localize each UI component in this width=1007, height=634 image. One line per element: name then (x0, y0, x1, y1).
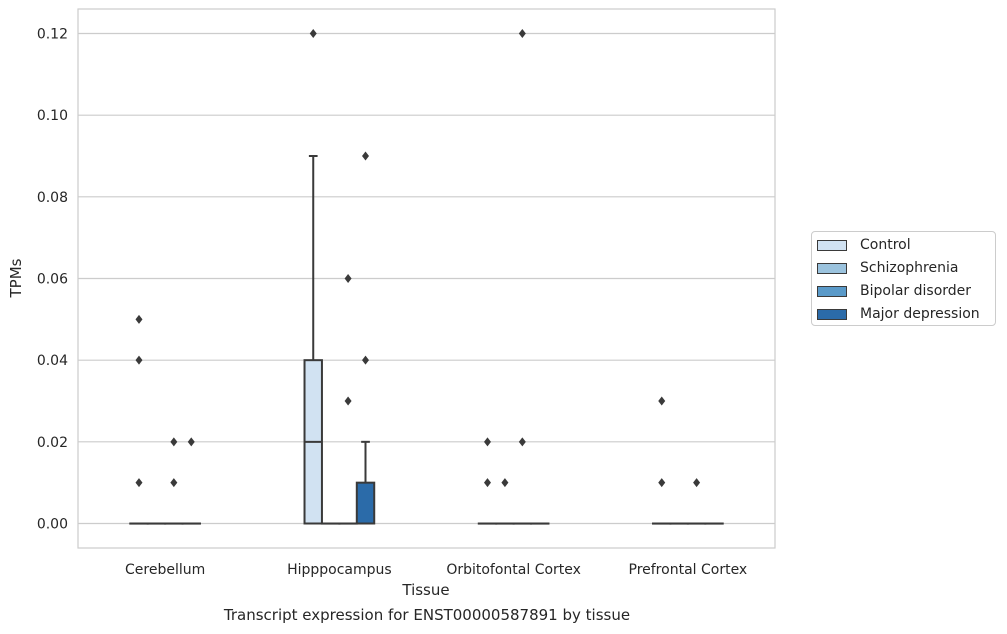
x-axis-label: Tissue (401, 581, 449, 599)
x-tick-labels: Cerebellum Hipppocampus Orbitofontal Corte… (125, 562, 747, 578)
box-group (495, 478, 515, 525)
legend-label: Control (860, 237, 911, 253)
y-tick-label: 0.08 (37, 190, 68, 206)
legend-swatch (817, 239, 847, 251)
x-tick-label: Orbitofontal Cortex (446, 562, 581, 578)
outlier-point (483, 478, 491, 488)
legend-item: Major depression (817, 304, 980, 324)
box-group (652, 396, 672, 525)
outlier-point (170, 478, 178, 488)
outlier-point (658, 396, 666, 406)
outlier-point (501, 478, 509, 488)
box-group (686, 478, 707, 525)
y-tick-label: 0.00 (37, 517, 68, 533)
box-group (512, 29, 533, 525)
boxes-layer (129, 29, 724, 525)
outlier-point (344, 274, 352, 283)
chart-caption: Transcript expression for ENST0000058789… (223, 606, 631, 624)
y-tick-label: 0.12 (37, 27, 68, 43)
outlier-point (658, 478, 666, 488)
legend-swatch (817, 285, 847, 297)
box-group (129, 314, 149, 525)
outlier-point (135, 314, 143, 324)
box-group (355, 151, 376, 525)
box-group (303, 29, 323, 525)
y-tick-label: 0.06 (37, 272, 68, 288)
legend: Control Schizophrenia Bipolar disorder Majo… (811, 231, 996, 326)
outlier-point (518, 437, 526, 447)
legend-item: Control (817, 235, 911, 255)
outlier-point (344, 396, 352, 406)
legend-swatch (817, 262, 847, 274)
outlier-point (362, 151, 370, 161)
legend-item: Schizophrenia (817, 258, 958, 278)
outlier-point (518, 29, 526, 38)
outlier-point (187, 437, 195, 447)
legend-label: Bipolar disorder (860, 283, 972, 299)
y-tick-labels: 0.00 0.02 0.04 0.06 0.08 0.10 0.12 (37, 27, 68, 533)
plot-frame (77, 8, 776, 549)
outlier-point (135, 478, 143, 488)
box-group (477, 437, 498, 525)
gridlines (78, 32, 775, 525)
x-tick-label: Hipppocampus (287, 562, 392, 578)
y-axis-label: TPMs (7, 258, 25, 298)
outlier-point (483, 437, 491, 447)
legend-swatch (817, 308, 847, 320)
y-tick-label: 0.02 (37, 435, 68, 451)
box-group (338, 274, 358, 525)
legend-label: Major depression (860, 306, 980, 322)
outlier-point (170, 437, 178, 447)
box-group (181, 437, 201, 525)
legend-label: Schizophrenia (860, 260, 959, 276)
legend-item: Bipolar disorder (817, 281, 971, 301)
outlier-point (362, 355, 370, 365)
outlier-point (309, 29, 317, 38)
y-tick-label: 0.10 (37, 108, 68, 124)
x-tick-label: Cerebellum (125, 562, 205, 578)
box-group (164, 437, 184, 525)
x-tick-label: Prefrontal Cortex (629, 562, 748, 578)
y-tick-label: 0.04 (37, 353, 68, 369)
outlier-point (135, 355, 143, 365)
outlier-point (693, 478, 701, 488)
box (355, 481, 376, 525)
